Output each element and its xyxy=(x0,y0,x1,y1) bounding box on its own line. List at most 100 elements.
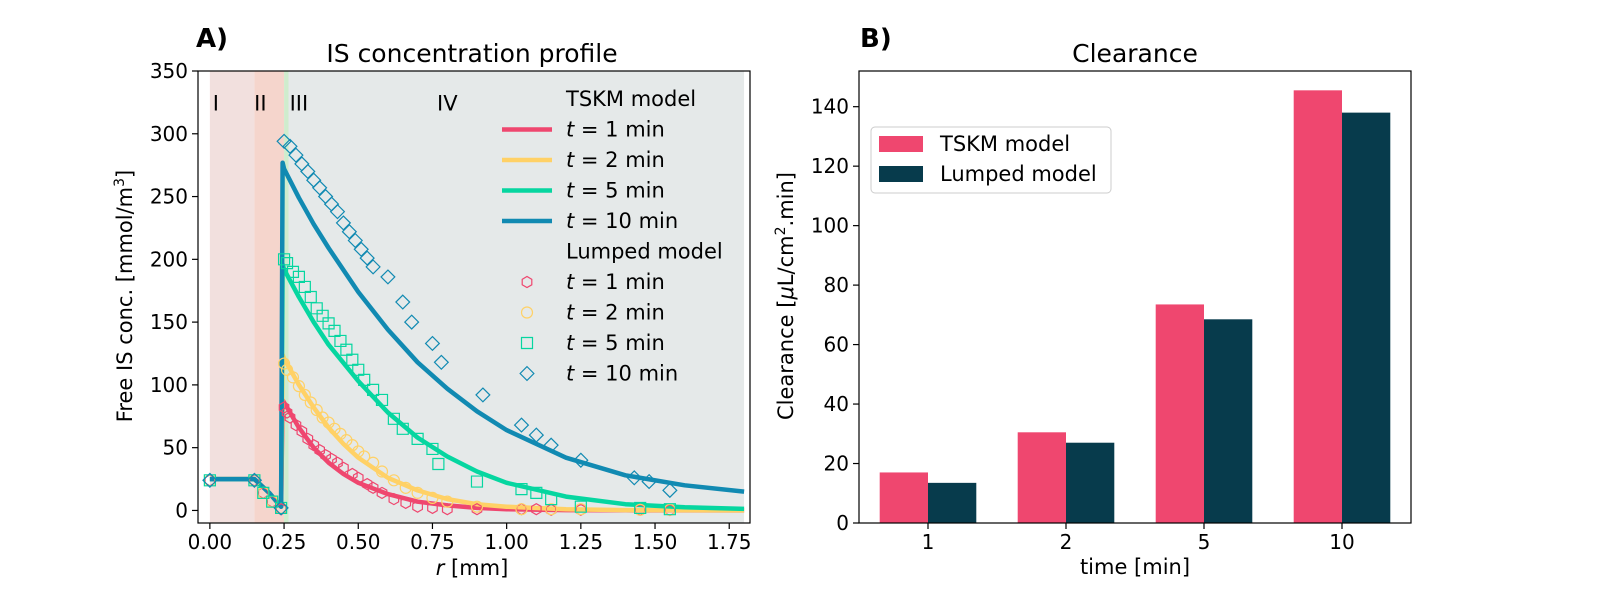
lumped-point-t5 xyxy=(277,253,291,266)
x-tick-label-b: 2 xyxy=(1060,530,1073,554)
bar-tskm-t2 xyxy=(1017,432,1066,523)
lumped-point-t10 xyxy=(475,387,491,403)
lumped-point-t1 xyxy=(281,406,293,419)
lumped-point-t5 xyxy=(574,500,587,513)
lumped-point-t2 xyxy=(411,486,424,499)
lumped-point-t5 xyxy=(663,503,676,516)
lumped-point-t5 xyxy=(375,393,389,407)
axes-frame-b xyxy=(858,70,1412,524)
bar-lumped-t1 xyxy=(928,482,977,523)
lumped-point-t10 xyxy=(353,241,369,258)
legend-b: TSKM model Lumped model xyxy=(870,126,1112,194)
region-label-1: I xyxy=(213,91,219,115)
lumped-point-t2 xyxy=(375,465,389,478)
lumped-point-t10 xyxy=(273,500,289,516)
lumped-point-t5 xyxy=(316,309,329,322)
y-axis-label-b-sup: 2 xyxy=(773,226,789,235)
x-tick-label: 1.00 xyxy=(484,530,529,554)
lumped-point-t1 xyxy=(388,492,400,506)
panel-a-concentration-chart: 0.00 0.25 0.50 0.75 1.00 1.25 1.50 1.75 0 50 100 1… xyxy=(112,24,751,580)
y-tick-label: 150 xyxy=(150,310,188,334)
y-tick-label: 0 xyxy=(175,498,188,522)
lumped-point-t10 xyxy=(288,147,304,163)
y-tick-label: 350 xyxy=(150,59,188,83)
lumped-point-t2 xyxy=(515,503,528,516)
lumped-point-t5 xyxy=(545,493,558,506)
lumped-point-t10 xyxy=(341,223,358,240)
lumped-point-t5 xyxy=(322,317,335,330)
lumped-point-t10 xyxy=(329,203,346,220)
lumped-point-t10 xyxy=(433,354,450,371)
y-tick-label-b: 20 xyxy=(824,452,849,476)
lumped-point-t5 xyxy=(411,432,424,445)
lumped-point-t1 xyxy=(302,432,314,446)
lumped-point-t10 xyxy=(202,472,218,489)
y-tick-label: 250 xyxy=(150,185,188,209)
y-axis-label-b-mid: L/cm xyxy=(774,235,798,286)
y-tick-label: 200 xyxy=(150,247,188,271)
lumped-point-t10 xyxy=(380,269,396,285)
lumped-point-t10 xyxy=(347,232,364,249)
y-axis-label-b-pre: Clearance [ xyxy=(774,300,798,420)
bar-lumped-t2 xyxy=(1066,442,1115,523)
chart-title-a: IS concentration profile xyxy=(326,39,617,68)
lumped-point-t10 xyxy=(424,335,441,352)
panel-label-b: B) xyxy=(860,24,892,54)
x-tick-label: 0.75 xyxy=(410,530,455,554)
x-tick-label: 0.50 xyxy=(336,530,381,554)
lumped-point-t5 xyxy=(280,257,294,270)
lumped-point-t10 xyxy=(395,294,411,310)
y-tick-label-b: 60 xyxy=(824,333,849,357)
lumped-point-t5 xyxy=(530,486,543,499)
legend-entry-tskm-t2: t = 2 min xyxy=(566,148,665,172)
lumped-point-t1 xyxy=(376,486,388,500)
lumped-point-t2 xyxy=(470,500,484,513)
y-axis-ticks-b: 0 20 40 60 80 100 120 140 xyxy=(811,95,859,535)
lumped-point-t5 xyxy=(257,486,270,499)
lumped-point-t2 xyxy=(310,403,323,417)
axes-frame-a xyxy=(197,70,751,524)
x-tick-label-b: 1 xyxy=(922,530,935,554)
legend-swatch-tskm xyxy=(879,136,923,152)
y-axis-ticks-a: 0 50 100 150 200 250 300 350 xyxy=(150,59,198,522)
lumped-point-t2 xyxy=(366,456,380,469)
legend-entry-lumped-t1: t = 1 min xyxy=(566,270,665,294)
lumped-point-t1 xyxy=(441,503,453,516)
lumped-point-t10 xyxy=(300,163,316,180)
lumped-point-t2 xyxy=(545,503,558,516)
lumped-point-t5 xyxy=(470,475,484,488)
clearance-bars xyxy=(879,90,1391,523)
lumped-point-t2 xyxy=(399,481,412,494)
lumped-point-t2 xyxy=(426,491,439,504)
lumped-point-t10 xyxy=(246,472,263,489)
legend-marker-t10 xyxy=(519,365,535,382)
y-axis-label-a: Free IS conc. [mmol/m3] xyxy=(112,170,137,422)
lumped-point-t2 xyxy=(441,495,454,508)
lumped-point-t2 xyxy=(280,363,294,376)
lumped-point-t10 xyxy=(276,133,292,150)
lumped-point-t1 xyxy=(296,425,308,438)
lumped-point-t1 xyxy=(361,477,373,491)
lumped-point-t1 xyxy=(531,503,542,516)
lumped-point-t5 xyxy=(340,343,353,356)
region-labels: I II III IV xyxy=(213,91,458,115)
lumped-point-t1 xyxy=(412,500,423,513)
legend-entry-tskm-t1: t = 1 min xyxy=(566,118,665,142)
tskm-line-t10 xyxy=(209,160,745,509)
region-label-4: IV xyxy=(437,91,458,115)
lumped-point-t5 xyxy=(334,334,347,348)
y-axis-label-b-mu: μ xyxy=(774,286,798,300)
lumped-point-t5 xyxy=(396,422,409,435)
lumped-point-t1 xyxy=(338,461,349,474)
panel-b-clearance-chart: 1 2 5 10 0 20 40 60 80 100 120 140 TSKM model Lumpe… xyxy=(773,24,1412,579)
lumped-point-t5 xyxy=(352,363,365,376)
bar-lumped-t10 xyxy=(1342,112,1391,523)
y-tick-label: 300 xyxy=(150,122,188,146)
x-axis-ticks-b: 1 2 5 10 xyxy=(922,523,1355,554)
region-label-3: III xyxy=(290,91,309,115)
legend-entry-lumped-t2: t = 2 min xyxy=(566,301,665,325)
lumped-point-t2 xyxy=(286,371,300,384)
lumped-point-t5 xyxy=(346,353,359,366)
lumped-point-t2 xyxy=(277,357,291,370)
legend-marker-t5 xyxy=(520,336,534,350)
